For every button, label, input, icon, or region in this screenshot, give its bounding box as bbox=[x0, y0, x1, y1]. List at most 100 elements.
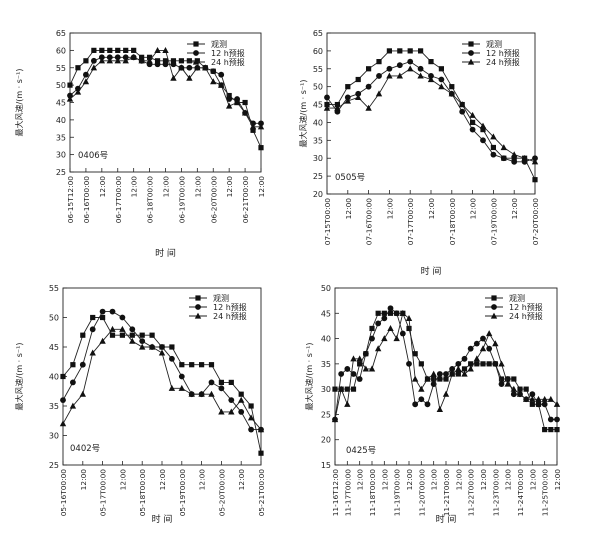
data-point bbox=[110, 333, 115, 338]
data-point bbox=[129, 326, 135, 332]
data-point bbox=[397, 62, 403, 68]
series-triangle bbox=[60, 326, 264, 432]
x-tick-label: 11-17T00:00 bbox=[343, 469, 352, 517]
data-point bbox=[419, 361, 424, 366]
data-point bbox=[179, 362, 184, 367]
x-tick-label: 12:00 bbox=[380, 469, 389, 491]
data-point bbox=[480, 137, 486, 143]
x-tick-label: 07-16T00:00 bbox=[365, 198, 374, 246]
storm-label: 0406号 bbox=[78, 151, 108, 161]
data-point bbox=[542, 427, 547, 432]
y-tick-label: 25 bbox=[49, 461, 59, 470]
data-point bbox=[130, 333, 135, 338]
data-point bbox=[406, 361, 412, 367]
data-point bbox=[155, 61, 161, 67]
data-point bbox=[150, 333, 155, 338]
x-tick-label: 12:00 bbox=[405, 469, 414, 491]
data-point bbox=[480, 345, 486, 351]
y-tick-label: 15 bbox=[321, 461, 331, 470]
data-point bbox=[169, 356, 175, 362]
data-point bbox=[487, 361, 492, 366]
data-point bbox=[387, 66, 393, 72]
data-point bbox=[492, 340, 498, 346]
series-line bbox=[335, 313, 557, 419]
x-tick-label: 05-21T00:00 bbox=[257, 469, 266, 517]
x-tick-label: 05-16T00:00 bbox=[59, 469, 68, 517]
data-point bbox=[219, 380, 224, 385]
data-point bbox=[437, 406, 443, 412]
data-point bbox=[548, 417, 554, 423]
data-point bbox=[480, 361, 485, 366]
data-point bbox=[179, 58, 184, 63]
legend-entry: 24 h预报 bbox=[486, 57, 520, 67]
data-point bbox=[376, 59, 381, 64]
x-tick-label: 06-21T00:00 bbox=[241, 176, 250, 224]
legend-entry: 24 h预报 bbox=[211, 57, 245, 67]
data-point bbox=[412, 376, 418, 382]
data-point bbox=[115, 48, 120, 53]
data-point bbox=[324, 95, 330, 101]
y-axis-label: 最大风速/(m · s⁻¹) bbox=[298, 80, 308, 148]
data-point bbox=[443, 391, 449, 397]
x-tick-label: 06-20T00:00 bbox=[209, 176, 218, 224]
data-point bbox=[491, 152, 497, 158]
chart-0406: 25303540455055606506-15T12:00 06-16T00:00… bbox=[14, 29, 266, 259]
data-point bbox=[418, 48, 423, 53]
data-point bbox=[430, 371, 436, 377]
data-point bbox=[60, 374, 65, 379]
data-point bbox=[238, 409, 244, 415]
y-tick-label: 60 bbox=[313, 47, 323, 56]
y-tick-label: 40 bbox=[56, 116, 66, 125]
x-tick-label: 11-19T00:00 bbox=[393, 469, 402, 517]
data-point bbox=[366, 84, 372, 90]
data-point bbox=[406, 326, 411, 331]
x-tick-label: 11-22T00:00 bbox=[467, 469, 476, 517]
data-point bbox=[407, 59, 413, 65]
data-point bbox=[75, 65, 80, 70]
data-point bbox=[131, 48, 136, 53]
data-point bbox=[407, 65, 413, 71]
series-line bbox=[70, 57, 261, 123]
data-point bbox=[417, 73, 423, 79]
legend-marker bbox=[491, 304, 497, 310]
y-tick-label: 30 bbox=[49, 432, 59, 441]
data-point bbox=[210, 78, 216, 84]
x-tick-label: 11-18T00:00 bbox=[368, 469, 377, 517]
data-point bbox=[80, 391, 86, 397]
x-tick-label: 12:00 bbox=[510, 198, 519, 220]
data-point bbox=[357, 376, 363, 382]
data-point bbox=[186, 65, 192, 71]
data-point bbox=[238, 397, 244, 403]
data-point bbox=[554, 427, 559, 432]
data-point bbox=[381, 315, 387, 321]
x-tick-label: 12:00 bbox=[427, 198, 436, 220]
y-tick-label: 55 bbox=[56, 64, 66, 73]
y-tick-label: 50 bbox=[321, 284, 331, 293]
data-point bbox=[209, 380, 215, 386]
y-tick-label: 65 bbox=[313, 29, 323, 38]
data-point bbox=[248, 427, 254, 433]
data-point bbox=[242, 100, 247, 105]
data-point bbox=[439, 66, 444, 71]
y-tick-label: 40 bbox=[321, 335, 331, 344]
x-tick-label: 06-16T00:00 bbox=[82, 176, 91, 224]
data-point bbox=[498, 360, 504, 366]
data-point bbox=[356, 77, 361, 82]
data-point bbox=[107, 48, 112, 53]
data-point bbox=[90, 326, 96, 332]
chart-0425: 15 20 25 30 35 40 45 50 11-16T12:00 11-17T00:00 12… bbox=[304, 284, 562, 525]
data-point bbox=[90, 315, 95, 320]
x-tick-label: 12:00 bbox=[257, 176, 266, 198]
y-tick-label: 30 bbox=[313, 154, 323, 163]
data-point bbox=[443, 371, 449, 377]
data-point bbox=[80, 333, 85, 338]
y-tick-label: 35 bbox=[56, 133, 66, 142]
data-point bbox=[338, 371, 344, 377]
y-tick-label: 55 bbox=[313, 65, 323, 74]
legend-entry: 12 h预报 bbox=[486, 48, 520, 58]
legend-marker bbox=[193, 50, 199, 56]
legend-entry: 观测 bbox=[211, 40, 227, 49]
data-point bbox=[239, 392, 244, 397]
data-point bbox=[218, 72, 224, 78]
